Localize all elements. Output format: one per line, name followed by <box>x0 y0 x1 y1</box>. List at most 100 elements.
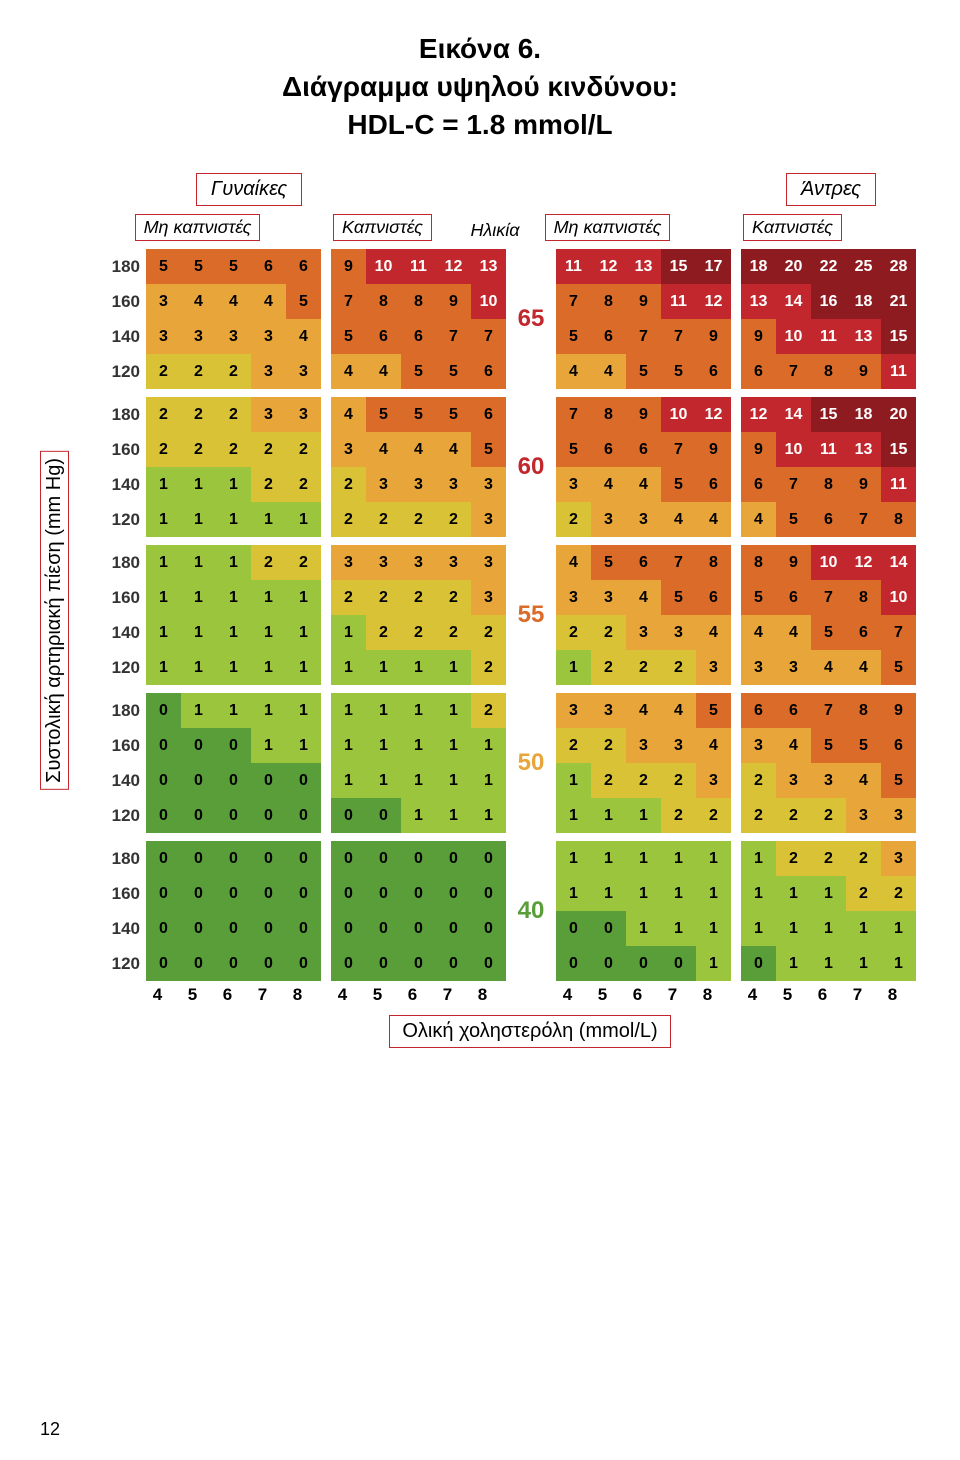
risk-cell: 4 <box>216 284 251 319</box>
risk-cell: 2 <box>436 502 471 537</box>
risk-cell: 18 <box>846 397 881 432</box>
risk-cell: 9 <box>626 284 661 319</box>
age-block: 1801601401202223322222111221111145556344… <box>90 397 916 537</box>
risk-cell: 2 <box>556 502 591 537</box>
age-label: 50 <box>506 749 556 777</box>
group-men: Άντρες <box>786 173 876 206</box>
risk-cell: 2 <box>626 650 661 685</box>
risk-cell: 1 <box>401 798 436 833</box>
risk-cell: 1 <box>881 911 916 946</box>
risk-cell: 4 <box>286 319 321 354</box>
row-label: 120 <box>90 946 140 981</box>
risk-cell: 1 <box>181 580 216 615</box>
risk-cell: 3 <box>776 650 811 685</box>
risk-cell: 1 <box>626 876 661 911</box>
risk-cell: 3 <box>626 502 661 537</box>
risk-cell: 6 <box>811 502 846 537</box>
column-headers: Μη καπνιστές Καπνιστές Ηλικία Μη καπνιστ… <box>110 214 920 241</box>
risk-cell: 3 <box>661 728 696 763</box>
risk-cell: 2 <box>436 580 471 615</box>
col-men-s: Καπνιστές <box>743 214 842 241</box>
risk-cell: 1 <box>436 693 471 728</box>
risk-grid: 11112111111111100111 <box>331 693 506 833</box>
risk-grid: 45556344452333322223 <box>331 397 506 537</box>
xaxis-label: Ολική χοληστερόλη (mmol/L) <box>389 1015 670 1048</box>
risk-cell: 0 <box>146 798 181 833</box>
risk-cell: 6 <box>741 467 776 502</box>
risk-cell: 6 <box>286 249 321 284</box>
risk-cell: 4 <box>436 432 471 467</box>
risk-cell: 1 <box>146 650 181 685</box>
risk-cell: 3 <box>146 319 181 354</box>
x-tick: 4 <box>735 985 770 1005</box>
risk-cell: 6 <box>626 545 661 580</box>
risk-cell: 0 <box>146 693 181 728</box>
age-block: 1801601401205556634445333342223391011121… <box>90 249 916 389</box>
age-label: 40 <box>506 897 556 925</box>
risk-cell: 0 <box>741 946 776 981</box>
row-label: 180 <box>90 249 140 284</box>
risk-cell: 3 <box>401 467 436 502</box>
risk-cell: 1 <box>366 763 401 798</box>
risk-cell: 1 <box>626 911 661 946</box>
risk-cell: 3 <box>591 580 626 615</box>
risk-cell: 7 <box>661 545 696 580</box>
risk-cell: 8 <box>366 284 401 319</box>
x-tick: 7 <box>245 985 280 1005</box>
risk-cell: 2 <box>181 397 216 432</box>
risk-cell: 1 <box>661 911 696 946</box>
risk-cell: 1 <box>696 911 731 946</box>
risk-cell: 15 <box>881 319 916 354</box>
risk-cell: 2 <box>251 467 286 502</box>
risk-cell: 1 <box>591 841 626 876</box>
risk-cell: 2 <box>591 728 626 763</box>
risk-grid: 121415182091011131567891145678 <box>741 397 916 537</box>
risk-cell: 6 <box>846 615 881 650</box>
risk-grid: 22233222221112211111 <box>146 397 321 537</box>
risk-cell: 2 <box>181 354 216 389</box>
risk-cell: 2 <box>881 876 916 911</box>
risk-cell: 13 <box>846 432 881 467</box>
risk-cell: 1 <box>556 650 591 685</box>
risk-cell: 0 <box>366 841 401 876</box>
risk-cell: 1 <box>146 580 181 615</box>
risk-cell: 1 <box>661 841 696 876</box>
risk-cell: 7 <box>556 397 591 432</box>
risk-cell: 8 <box>696 545 731 580</box>
risk-cell: 4 <box>696 728 731 763</box>
risk-cell: 3 <box>471 467 506 502</box>
risk-cell: 8 <box>811 467 846 502</box>
risk-cell: 0 <box>366 946 401 981</box>
risk-cell: 3 <box>626 615 661 650</box>
risk-cell: 0 <box>286 946 321 981</box>
risk-cell: 1 <box>331 763 366 798</box>
risk-cell: 7 <box>626 319 661 354</box>
risk-cell: 0 <box>286 876 321 911</box>
risk-cell: 3 <box>556 693 591 728</box>
risk-cell: 5 <box>661 580 696 615</box>
risk-cell: 1 <box>471 798 506 833</box>
risk-cell: 14 <box>776 284 811 319</box>
risk-cell: 0 <box>146 763 181 798</box>
risk-cell: 2 <box>741 763 776 798</box>
risk-chart: Συστολική αρτηριακή πίεση (mm Hg) 180160… <box>40 241 920 1005</box>
risk-cell: 2 <box>661 798 696 833</box>
risk-cell: 1 <box>556 841 591 876</box>
row-label: 120 <box>90 502 140 537</box>
risk-cell: 5 <box>401 354 436 389</box>
risk-cell: 0 <box>436 841 471 876</box>
risk-cell: 2 <box>471 693 506 728</box>
risk-cell: 2 <box>591 763 626 798</box>
risk-cell: 13 <box>626 249 661 284</box>
risk-cell: 1 <box>146 502 181 537</box>
risk-grid: 11111111110011100001 <box>556 841 731 981</box>
risk-cell: 1 <box>146 545 181 580</box>
risk-cell: 8 <box>881 502 916 537</box>
risk-cell: 1 <box>471 728 506 763</box>
risk-cell: 0 <box>181 911 216 946</box>
risk-cell: 1 <box>626 798 661 833</box>
x-ticks: 45678 <box>735 985 910 1005</box>
risk-cell: 0 <box>251 841 286 876</box>
risk-cell: 10 <box>776 432 811 467</box>
risk-cell: 18 <box>846 284 881 319</box>
